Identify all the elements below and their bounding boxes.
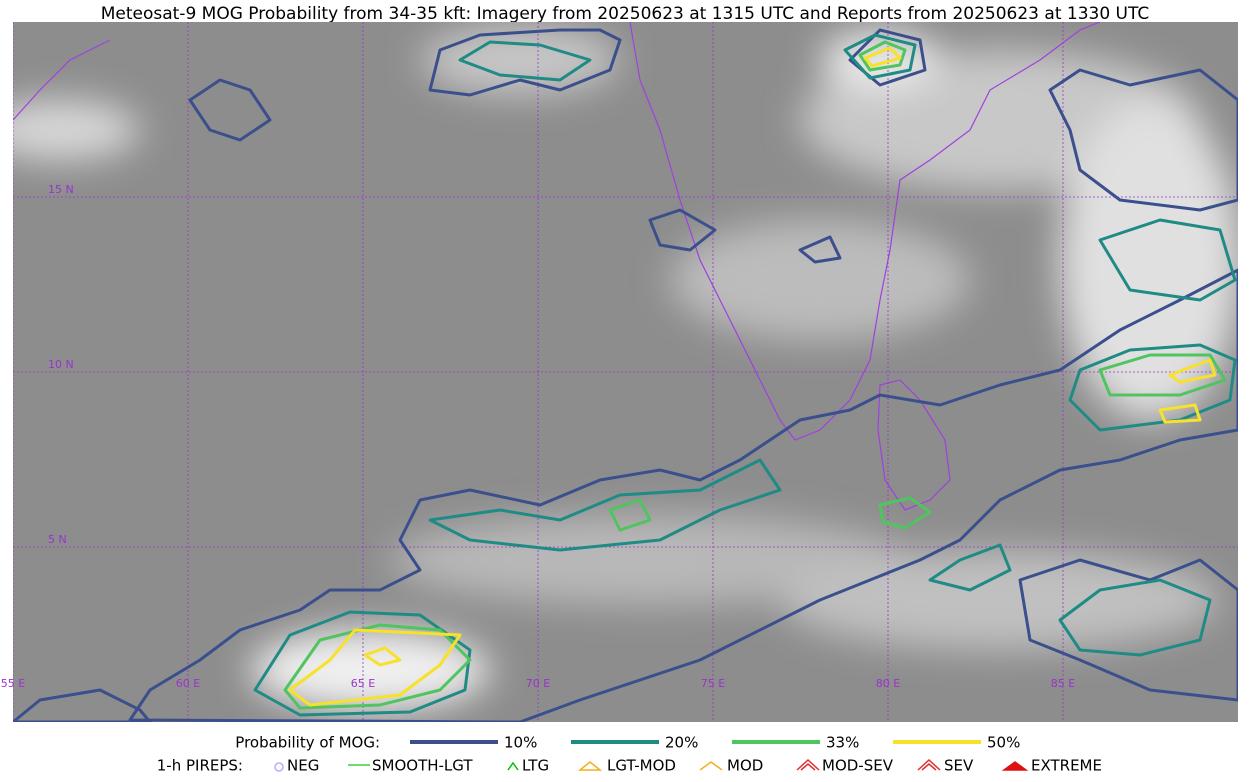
contour [458, 40, 592, 82]
contour [798, 235, 842, 264]
pirep-label: MOD-SEV [822, 757, 894, 775]
contour [843, 33, 917, 80]
lon-label: 80 E [876, 677, 900, 690]
contour [1168, 358, 1217, 384]
coastline [13, 39, 111, 121]
pirep-label: LGT-MOD [607, 757, 676, 775]
contour [1048, 68, 1238, 212]
contour [428, 28, 622, 97]
contour [288, 628, 462, 707]
contour [428, 458, 782, 552]
contour [608, 498, 652, 532]
map [13, 22, 1238, 722]
title: Meteosat-9 MOG Probability from 34-35 kf… [101, 4, 1150, 24]
contour [858, 40, 907, 72]
contour [863, 46, 902, 68]
contour [1098, 218, 1237, 302]
clouds [13, 25, 1238, 710]
lon-label: 65 E [351, 677, 375, 690]
contour [928, 543, 1012, 592]
lon-label: 70 E [526, 677, 550, 690]
lon-label: 55 E [1, 677, 25, 690]
contour [188, 78, 272, 142]
pirep-label: EXTREME [1031, 757, 1102, 775]
pirep-title: 1-h PIREPS: [157, 757, 243, 775]
pirep-icons [274, 758, 1029, 772]
pirep-label: SEV [944, 757, 974, 775]
contour [128, 268, 1238, 722]
contour [1018, 558, 1238, 702]
contour [283, 623, 472, 710]
legend-label: 10% [504, 734, 537, 752]
lon-label: 85 E [1051, 677, 1075, 690]
contour [363, 646, 402, 667]
contour [253, 610, 472, 717]
legend-label: 20% [665, 734, 698, 752]
contour [1098, 353, 1227, 397]
contour [648, 208, 717, 252]
lon-label: 75 E [701, 677, 725, 690]
coastline [877, 379, 951, 511]
lat-label: 10 N [48, 358, 74, 371]
contour [1068, 343, 1237, 432]
legend-label: 50% [987, 734, 1020, 752]
contour [13, 688, 152, 722]
legend-label: 33% [826, 734, 859, 752]
lat-label: 5 N [48, 533, 67, 546]
contour [1158, 403, 1202, 424]
contour [878, 496, 932, 530]
coastline [629, 22, 1101, 441]
pirep-label: LTG [522, 757, 549, 775]
lon-label: 60 E [176, 677, 200, 690]
pirep-label: NEG [287, 757, 319, 775]
contour [1058, 578, 1212, 657]
pirep-label: SMOOTH-LGT [372, 757, 473, 775]
pirep-label: MOD [727, 757, 763, 775]
legend-title: Probability of MOG: [235, 734, 380, 752]
lat-label: 15 N [48, 183, 74, 196]
